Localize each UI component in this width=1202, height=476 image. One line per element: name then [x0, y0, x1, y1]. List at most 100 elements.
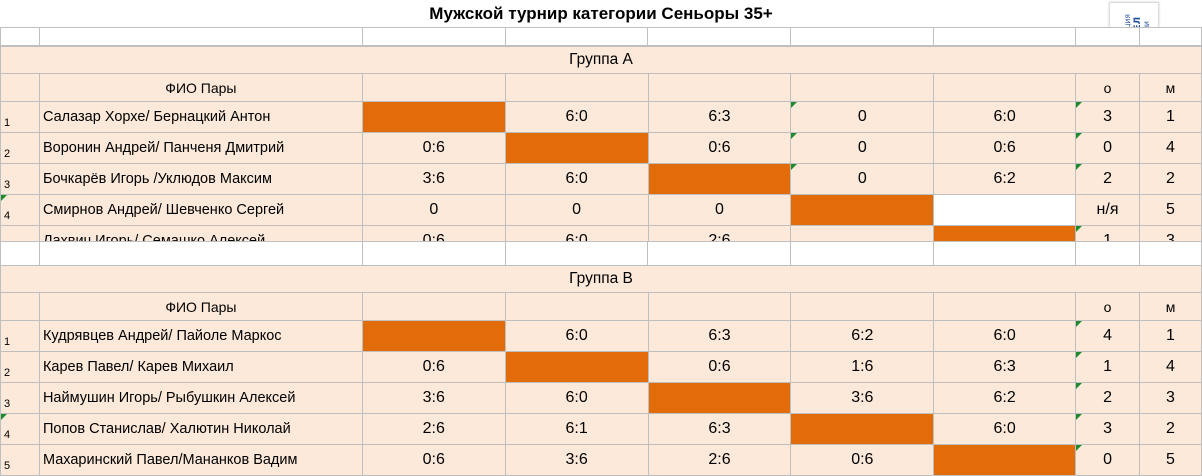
table-row: 2 Воронин Андрей/ Панченя Дмитрий 0:6 0:… [0, 132, 1202, 164]
place-cell: 1 [1139, 320, 1202, 352]
pair-name: Махаринский Павел/Мананков Вадим [38, 444, 363, 476]
score-cell: 6:0 [504, 163, 649, 195]
table-row: 4 Попов Станислав/ Халютин Николай 2:6 6… [0, 413, 1202, 445]
table-row: 3 Наймушин Игорь/ Рыбушкин Алексей 3:6 6… [0, 382, 1202, 414]
self-match-cell [933, 444, 1077, 476]
score-cell: 0:6 [361, 351, 506, 383]
score-cell: 0 [361, 194, 506, 226]
points-cell: 0 [1075, 444, 1140, 476]
row-number: 3 [0, 382, 40, 414]
score-cell: 6:0 [933, 413, 1077, 445]
self-match-cell [647, 382, 792, 414]
pair-name: Кудрявцев Андрей/ Пайоле Маркос [38, 320, 363, 352]
row-number: 1 [0, 320, 40, 352]
score-cell: 6:0 [504, 101, 649, 133]
score-cell: 3:6 [361, 382, 506, 414]
score-cell: 0:6 [790, 444, 935, 476]
place-cell: 3 [1139, 382, 1202, 414]
group-b-table: Группа В ФИО Пары о м 1 Кудрявцев Андрей… [0, 265, 1202, 476]
place-cell: 5 [1138, 194, 1202, 226]
page-title: Мужской турнир категории Сеньоры 35+ [429, 3, 773, 23]
score-cell: 0:6 [361, 444, 506, 476]
row-number: 5 [0, 444, 40, 476]
self-match-cell [361, 320, 506, 352]
points-cell: 4 [1075, 320, 1140, 352]
place-cell: 4 [1139, 351, 1202, 383]
table-row: 5 Махаринский Павел/Мананков Вадим 0:6 3… [0, 444, 1202, 476]
place-header: м [1139, 292, 1202, 321]
table-row: 1 Салазар Хорхе/ Бернацкий Антон 6:0 6:3… [0, 101, 1202, 133]
score-cell: 6:2 [790, 320, 935, 352]
score-cell: 6:1 [504, 413, 649, 445]
score-cell: 1:6 [790, 351, 935, 383]
score-cell: 0 [504, 194, 649, 226]
score-cell: 6:0 [933, 320, 1077, 352]
group-title: Группа В [0, 265, 1202, 293]
place-cell: 1 [1138, 101, 1202, 133]
score-cell: 2:6 [361, 413, 506, 445]
pair-name: Воронин Андрей/ Панченя Дмитрий [38, 132, 363, 164]
group-title: Группа А [0, 46, 1202, 74]
points-cell: 2 [1075, 382, 1140, 414]
pair-name: Бочкарёв Игорь /Уклюдов Максим [38, 163, 363, 195]
points-cell: 3 [1075, 101, 1140, 133]
row-number: 4 [0, 413, 40, 445]
pair-name: Попов Станислав/ Халютин Николай [38, 413, 363, 445]
score-cell: 0:6 [647, 132, 792, 164]
table-row: 2 Карев Павел/ Карев Михаил 0:6 0:6 1:6 … [0, 351, 1202, 383]
score-cell [933, 194, 1077, 226]
score-cell: 0:6 [933, 132, 1077, 164]
score-cell: 6:0 [933, 101, 1077, 133]
score-cell: 6:3 [933, 351, 1077, 383]
score-cell: 0 [790, 101, 935, 133]
spacer-row-top [0, 27, 1202, 46]
score-cell: 0 [790, 163, 935, 195]
place-cell: 5 [1139, 444, 1202, 476]
place-cell: 4 [1138, 132, 1202, 164]
self-match-cell [790, 194, 935, 226]
points-cell: н/я [1075, 194, 1140, 226]
score-cell: 6:3 [647, 413, 792, 445]
table-row: 1 Кудрявцев Андрей/ Пайоле Маркос 6:0 6:… [0, 320, 1202, 352]
score-cell: 3:6 [790, 382, 935, 414]
name-header: ФИО Пары [38, 292, 363, 321]
score-cell: 6:3 [647, 101, 792, 133]
score-cell: 0 [647, 194, 792, 226]
row-number: 2 [0, 351, 40, 383]
pair-name: Смирнов Андрей/ Шевченко Сергей [38, 194, 363, 226]
points-cell: 3 [1075, 413, 1140, 445]
row-number: 3 [0, 163, 40, 195]
pair-name: Карев Павел/ Карев Михаил [38, 351, 363, 383]
self-match-cell [361, 101, 506, 133]
self-match-cell [504, 351, 649, 383]
score-cell: 0 [790, 132, 935, 164]
spacer-rows [0, 241, 1202, 266]
pair-name: Наймушин Игорь/ Рыбушкин Алексей [38, 382, 363, 414]
place-cell: 2 [1139, 413, 1202, 445]
score-cell: 6:0 [504, 320, 649, 352]
score-cell: 6:3 [647, 320, 792, 352]
points-header: о [1075, 292, 1140, 321]
score-cell: 6:2 [933, 163, 1077, 195]
points-cell: 2 [1075, 163, 1140, 195]
points-header: о [1075, 73, 1140, 102]
score-cell: 6:2 [933, 382, 1077, 414]
score-cell: 0:6 [647, 351, 792, 383]
place-header: м [1138, 73, 1202, 102]
self-match-cell [790, 413, 935, 445]
group-a-table: Группа А ФИО Пары о м 1 Салазар Хорхе/ Б… [0, 46, 1202, 257]
place-cell: 2 [1138, 163, 1202, 195]
points-cell: 1 [1075, 351, 1140, 383]
score-cell: 6:0 [504, 382, 649, 414]
name-header: ФИО Пары [38, 73, 363, 102]
row-number: 4 [0, 194, 40, 226]
row-number: 1 [0, 101, 40, 133]
score-cell: 2:6 [647, 444, 792, 476]
points-cell: 0 [1075, 132, 1140, 164]
score-cell: 3:6 [361, 163, 506, 195]
self-match-cell [647, 163, 792, 195]
table-row: 3 Бочкарёв Игорь /Уклюдов Максим 3:6 6:0… [0, 163, 1202, 195]
pair-name: Салазар Хорхе/ Бернацкий Антон [38, 101, 363, 133]
table-row: 4 Смирнов Андрей/ Шевченко Сергей 0 0 0 … [0, 194, 1202, 226]
